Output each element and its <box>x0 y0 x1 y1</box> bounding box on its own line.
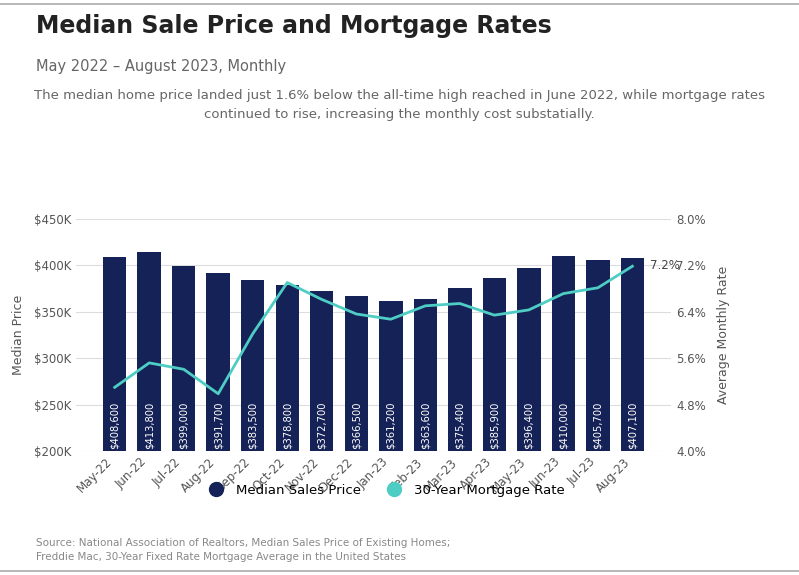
Bar <box>586 260 610 575</box>
Text: $410,000: $410,000 <box>559 401 568 448</box>
Text: $372,700: $372,700 <box>316 401 327 448</box>
Text: $375,400: $375,400 <box>455 401 465 448</box>
Bar <box>621 258 644 575</box>
Text: $399,000: $399,000 <box>179 401 189 448</box>
Text: $383,500: $383,500 <box>248 401 258 448</box>
Bar <box>483 278 506 575</box>
Text: $391,700: $391,700 <box>213 401 223 448</box>
Bar <box>103 257 126 575</box>
Text: $407,100: $407,100 <box>627 401 638 448</box>
Text: $396,400: $396,400 <box>524 401 534 448</box>
Bar <box>517 269 541 575</box>
Bar <box>551 256 575 575</box>
Text: The median home price landed just 1.6% below the all-time high reached in June 2: The median home price landed just 1.6% b… <box>34 89 765 102</box>
Bar <box>206 273 230 575</box>
Bar <box>310 290 333 575</box>
Bar <box>448 288 471 575</box>
Bar <box>276 285 299 575</box>
Text: 7.2%: 7.2% <box>650 259 679 271</box>
Text: $413,800: $413,800 <box>144 401 154 448</box>
Y-axis label: Average Monthly Rate: Average Monthly Rate <box>717 266 730 404</box>
Text: Source: National Association of Realtors, Median Sales Price of Existing Homes;: Source: National Association of Realtors… <box>36 538 451 547</box>
Text: Median Sale Price and Mortgage Rates: Median Sale Price and Mortgage Rates <box>36 14 551 39</box>
Text: $405,700: $405,700 <box>593 401 603 448</box>
Text: $408,600: $408,600 <box>109 401 120 448</box>
Text: May 2022 – August 2023, Monthly: May 2022 – August 2023, Monthly <box>36 59 286 74</box>
Bar <box>414 299 437 575</box>
Text: $361,200: $361,200 <box>386 401 396 448</box>
Text: $366,500: $366,500 <box>352 401 361 448</box>
Bar <box>172 266 196 575</box>
Text: Freddie Mac, 30-Year Fixed Rate Mortgage Average in the United States: Freddie Mac, 30-Year Fixed Rate Mortgage… <box>36 552 406 562</box>
Text: continued to rise, increasing the monthly cost substatially.: continued to rise, increasing the monthl… <box>205 108 594 121</box>
Text: $363,600: $363,600 <box>420 401 431 448</box>
Bar <box>137 252 161 575</box>
Bar <box>344 296 368 575</box>
Legend: Median Sales Price, 30-Year Mortgage Rate: Median Sales Price, 30-Year Mortgage Rat… <box>197 479 570 503</box>
Bar <box>379 301 403 575</box>
Text: $378,800: $378,800 <box>282 401 292 448</box>
Y-axis label: Median Price: Median Price <box>12 295 26 375</box>
Text: $385,900: $385,900 <box>489 401 499 448</box>
Bar <box>241 281 264 575</box>
